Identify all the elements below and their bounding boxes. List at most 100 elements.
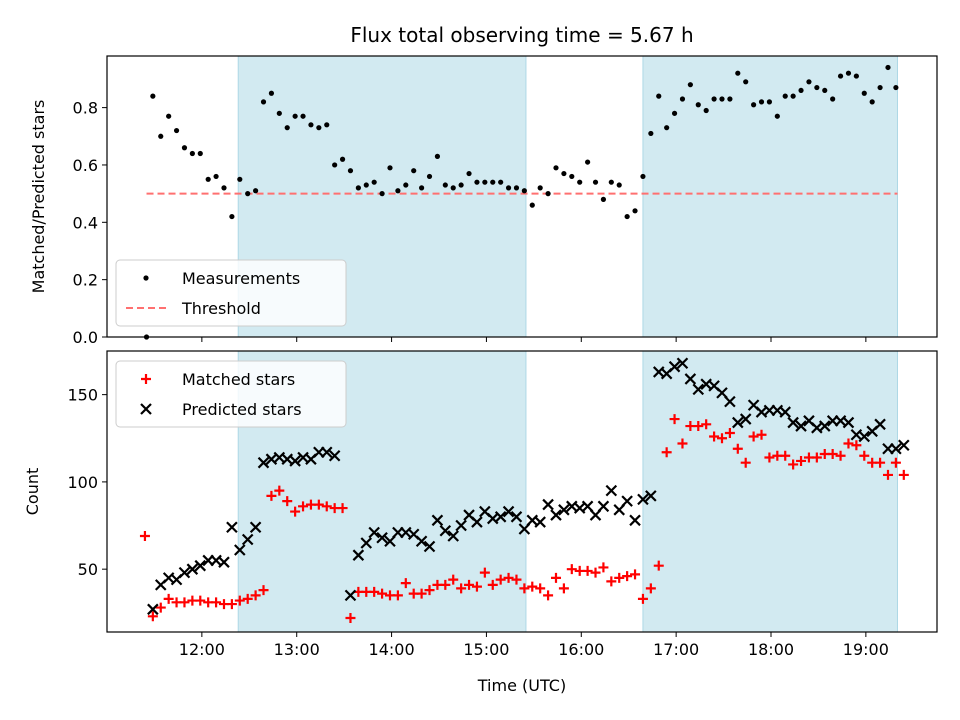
data-point <box>442 182 448 188</box>
data-point <box>758 99 765 105</box>
y-tick-label: 50 <box>78 560 98 579</box>
data-point <box>550 572 561 583</box>
data-point <box>558 504 570 516</box>
data-point <box>837 73 844 79</box>
data-point <box>226 599 237 610</box>
data-point <box>211 597 222 608</box>
legend-box <box>115 360 347 428</box>
data-point <box>661 447 672 458</box>
x-tick-label: 13:00 <box>274 640 320 659</box>
data-point <box>321 501 332 512</box>
data-point <box>347 168 354 174</box>
x-tick-label: 19:00 <box>843 640 889 659</box>
data-point <box>308 122 314 128</box>
data-point <box>258 585 269 596</box>
data-point <box>423 540 436 553</box>
x-tick-label: 14:00 <box>369 640 415 659</box>
y-tick-label: 150 <box>67 386 98 405</box>
data-point <box>503 572 514 583</box>
legend-marker <box>143 275 149 281</box>
data-point <box>621 495 633 507</box>
y-axis-label: Count <box>23 468 42 516</box>
data-point <box>139 531 150 542</box>
data-point <box>550 509 562 521</box>
data-point <box>542 498 554 511</box>
data-point <box>234 595 245 606</box>
data-point <box>519 583 530 594</box>
data-point <box>740 457 751 468</box>
data-point <box>780 450 791 461</box>
data-point <box>569 173 575 180</box>
data-point <box>739 413 752 425</box>
data-point <box>585 159 591 165</box>
data-point <box>676 357 689 369</box>
data-point <box>703 107 709 114</box>
x-axis-label: Time (UTC) <box>477 676 566 695</box>
data-point <box>582 565 593 576</box>
data-point <box>656 93 662 99</box>
data-point <box>735 70 741 76</box>
data-point <box>764 452 775 463</box>
data-point <box>237 176 243 182</box>
data-point <box>858 430 871 443</box>
data-point <box>395 188 401 194</box>
data-point <box>616 182 622 188</box>
x-tick-label: 15:00 <box>463 640 509 659</box>
data-point <box>474 179 480 185</box>
data-point <box>290 506 301 517</box>
data-point <box>630 569 641 580</box>
data-point <box>645 490 657 502</box>
y-tick-label: 0.0 <box>73 328 98 347</box>
data-point <box>234 544 246 556</box>
data-point <box>266 490 277 501</box>
data-point <box>893 84 899 91</box>
data-point <box>882 469 893 480</box>
data-point <box>830 96 836 102</box>
data-point <box>534 516 546 528</box>
axes-frame <box>106 350 938 633</box>
data-point <box>614 572 625 583</box>
data-point <box>434 153 441 159</box>
data-point <box>186 563 199 575</box>
data-point <box>598 562 609 573</box>
data-point <box>669 414 680 425</box>
data-point <box>411 168 417 174</box>
data-point <box>379 191 385 197</box>
data-point <box>344 589 357 602</box>
data-point <box>371 179 377 185</box>
data-point <box>640 173 646 180</box>
data-point <box>510 511 523 523</box>
x-tick-label: 12:00 <box>179 640 225 659</box>
data-point <box>324 122 330 128</box>
data-point <box>471 581 482 592</box>
data-point <box>597 500 610 513</box>
data-point <box>716 433 727 444</box>
data-point <box>561 170 567 177</box>
legend-label: Matched stars <box>182 370 295 389</box>
data-point <box>450 185 456 191</box>
data-point <box>845 70 852 76</box>
legend-box <box>115 259 347 327</box>
data-point <box>332 162 338 168</box>
data-point <box>553 165 559 171</box>
data-point <box>158 133 164 139</box>
data-point <box>885 64 891 71</box>
data-point <box>608 179 614 185</box>
data-point <box>455 519 467 532</box>
data-point <box>622 571 633 582</box>
legend: Measurements Threshold <box>115 259 347 327</box>
data-point <box>668 360 681 373</box>
data-point <box>439 524 452 537</box>
data-point <box>205 176 211 182</box>
data-point <box>221 185 227 191</box>
data-point <box>494 511 507 523</box>
data-point <box>859 450 870 461</box>
data-point <box>376 531 388 544</box>
shaded-region-2 <box>642 350 898 633</box>
data-point <box>249 521 262 534</box>
data-point <box>869 99 875 105</box>
data-point <box>653 560 664 571</box>
data-point <box>724 395 736 408</box>
data-point <box>898 469 909 480</box>
